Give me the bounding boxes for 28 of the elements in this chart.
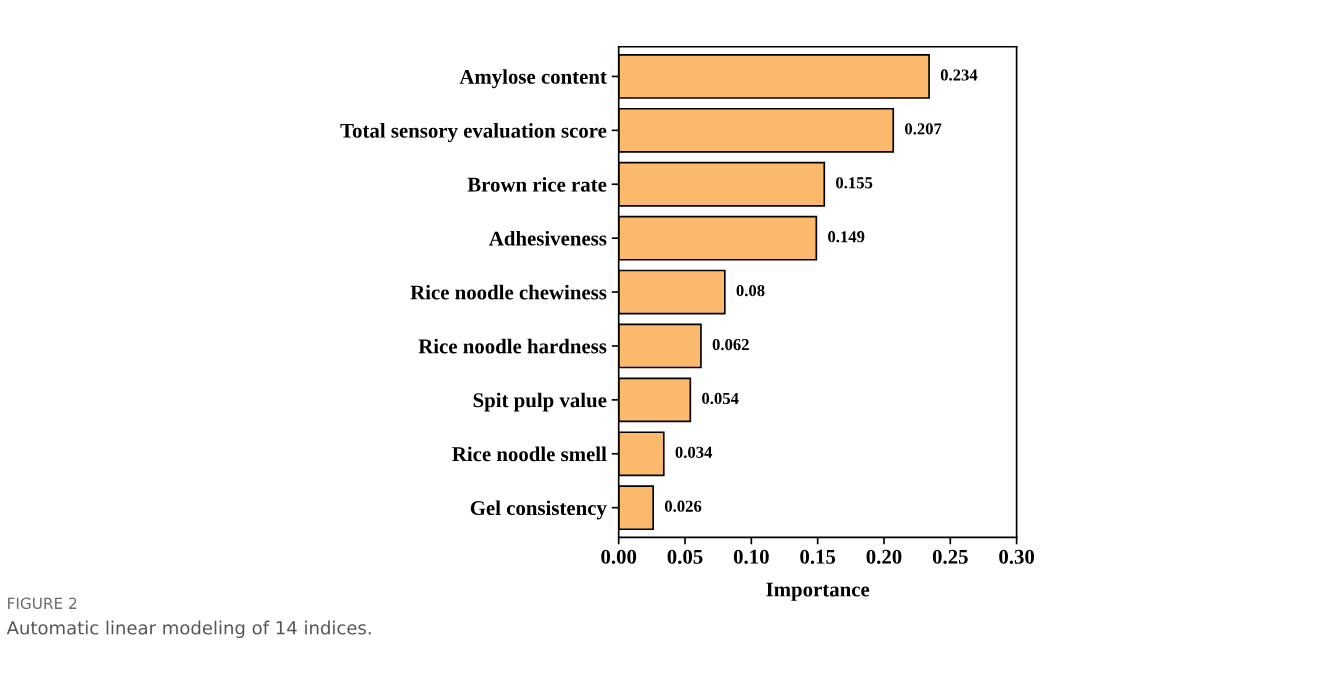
y-tick-label: Rice noodle smell	[452, 446, 607, 462]
data-label: 0.234	[940, 69, 978, 81]
data-label: 0.062	[712, 338, 749, 351]
caption: FIGURE 2	[8, 597, 77, 610]
y-tick-label: Rice noodle chewiness	[410, 284, 607, 300]
y-tick-label: Adhesiveness	[489, 230, 607, 246]
y-tick-label: Brown rice rate	[467, 177, 607, 192]
data-label: 0.026	[664, 500, 702, 512]
data-label: 0.155	[836, 177, 873, 189]
y-tick-label: Rice noodle hardness	[418, 338, 607, 354]
y-tick-label: Amylose content	[459, 69, 607, 89]
data-label: 0.149	[828, 231, 865, 243]
data-label: 0.08	[736, 284, 765, 297]
x-tick-label: 0.00	[601, 549, 637, 564]
text: Automatic linear modeling of 14 indices.	[6, 620, 371, 639]
data-label: 0.207	[905, 123, 942, 135]
x-tick-label: 0.05	[667, 549, 703, 564]
x-tick-label: 0.10	[733, 549, 769, 564]
y-tick-label: Total sensory evaluation score	[340, 123, 607, 143]
data-label: 0.054	[702, 392, 739, 405]
y-tick-label: Spit pulp value	[473, 392, 607, 412]
y-tick-label: Gel consistency	[470, 500, 607, 520]
data-label: 0.034	[675, 446, 713, 459]
x-tick-label: 0.15	[800, 549, 836, 564]
x-tick-label: 0.20	[866, 549, 902, 564]
x-axis-title: Importance	[766, 582, 870, 601]
x-tick-label: 0.25	[932, 549, 968, 564]
x-tick-label: 0.30	[999, 549, 1035, 564]
